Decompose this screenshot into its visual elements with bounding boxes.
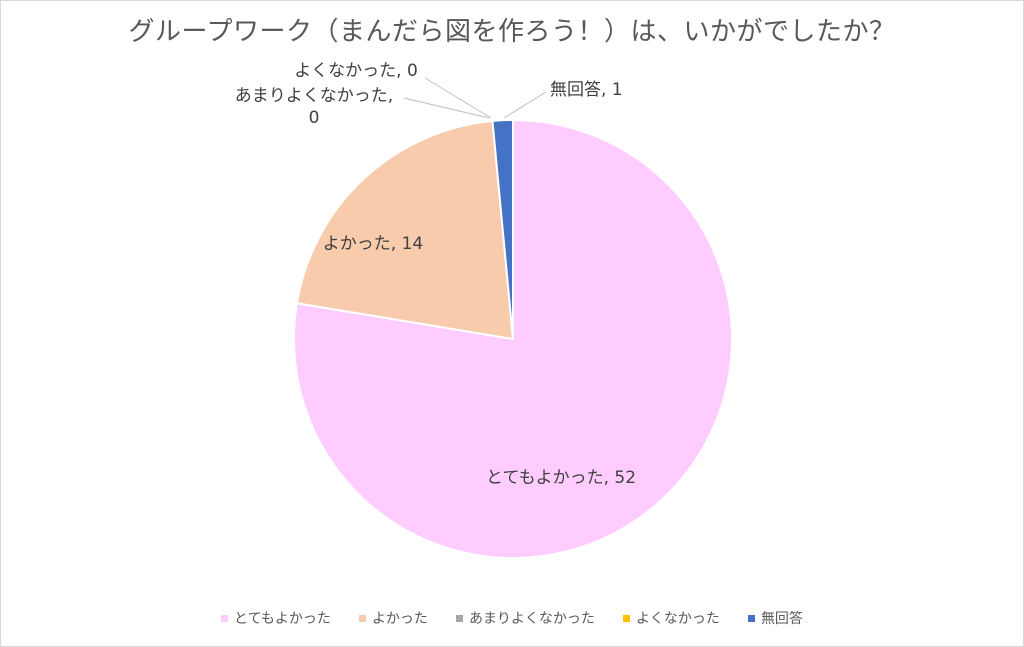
data-label-2: あまりよくなかった, 0: [235, 86, 393, 128]
pie-slices: [293, 118, 733, 559]
legend-item-1: よかった: [358, 608, 428, 628]
chart-title: グループワーク（まんだら図を作ろう！）は、いかがでしたか？: [128, 17, 896, 47]
data-label-1: よかった, 14: [323, 234, 423, 254]
leader-lines: [403, 77, 547, 119]
legend-swatch-1: [358, 614, 366, 622]
data-labels: とてもよかった, 52 よかった, 14 あまりよくなかった, 0 よくなかった, 0 無…: [235, 61, 636, 488]
legend-swatch-3: [622, 614, 630, 622]
leader-line-2: [403, 97, 490, 119]
legend-swatch-4: [747, 614, 755, 622]
legend-label-0: とてもよかった: [234, 611, 331, 627]
data-label-3: よくなかった, 0: [294, 61, 418, 81]
leader-line-4: [503, 91, 547, 119]
data-label-4: 無回答, 1: [550, 80, 623, 100]
legend-swatch-2: [455, 614, 463, 622]
legend-item-2: あまりよくなかった: [455, 608, 595, 628]
legend-label-3: よくなかった: [635, 611, 720, 627]
legend-swatch-0: [221, 614, 229, 622]
pie-slice-1: [295, 119, 515, 341]
legend-label-2: あまりよくなかった: [468, 611, 595, 627]
legend-label-1: よかった: [371, 611, 428, 627]
legend-item-0: とてもよかった: [221, 608, 331, 628]
legend: とてもよかった よかった あまりよくなかった よくなかった 無回答: [1, 608, 1023, 628]
legend-item-4: 無回答: [747, 608, 803, 628]
data-label-0: とてもよかった, 52: [486, 468, 636, 488]
legend-item-3: よくなかった: [622, 608, 720, 628]
legend-label-4: 無回答: [760, 611, 803, 627]
pie-slice-4: [491, 118, 514, 340]
leader-line-3: [424, 77, 492, 119]
